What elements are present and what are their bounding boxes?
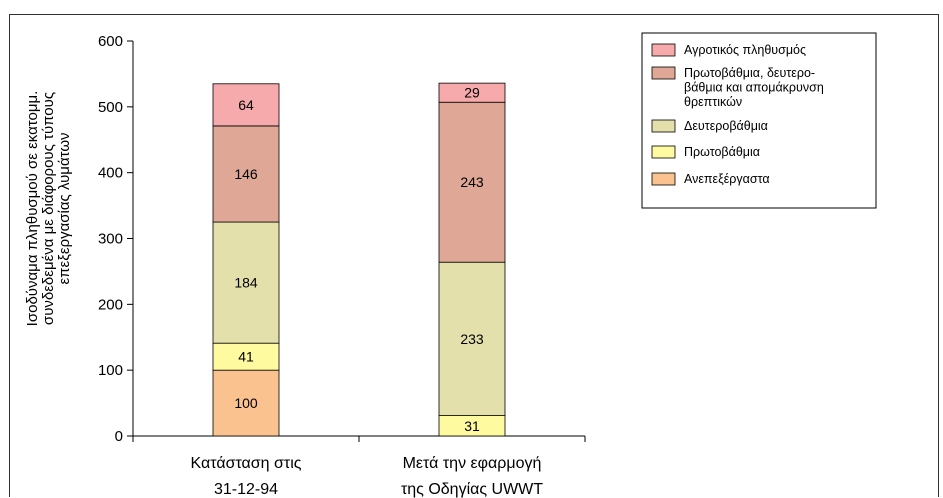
x-category-label: της Οδηγίας UWWT	[401, 481, 543, 498]
y-axis-title-line: Ισοδύναμα πληθυσμού σε εκατομμ.	[24, 91, 41, 327]
bar-segment	[212, 369, 280, 437]
legend-swatch	[651, 145, 676, 159]
y-axis-title-line: συνδεδεμένα με διάφορους τύπους	[40, 92, 57, 325]
legend-box	[641, 32, 877, 209]
legend-swatch	[651, 172, 676, 186]
y-tick-label: 400	[98, 165, 123, 182]
bar-value-label: 184	[234, 275, 258, 291]
stacked-bar-chart: 0 100 200 300 400 500 600 Ισοδύναμα πληθυσμού σ…	[24, 32, 877, 498]
legend-entry-label: Αγροτικός πληθυσμός	[684, 43, 806, 57]
x-category-label: Κατάσταση στις	[191, 455, 302, 472]
chart-frame: 0 100 200 300 400 500 600 Ισοδύναμα πληθυσμού σ…	[9, 14, 939, 498]
bar-value-label: 233	[460, 331, 484, 347]
legend-entry-label: Πρωτοβάθμια	[684, 145, 760, 159]
legend-swatch	[651, 119, 676, 133]
legend-entry-label: Πρωτοβάθμια, δευτερο-	[684, 66, 815, 80]
bar-value-label: 41	[238, 349, 254, 365]
y-tick-label: 200	[98, 296, 123, 313]
bar-value-label: 31	[464, 418, 480, 434]
legend-entry-label: βάθμια και απομάκρυνση	[684, 81, 824, 95]
legend-entry-label: Δευτεροβάθμια	[684, 119, 768, 133]
legend-swatch	[651, 43, 676, 57]
bar-segment	[438, 261, 506, 416]
y-tick-label: 300	[98, 231, 123, 248]
y-tick-label: 500	[98, 99, 123, 116]
y-tick-label: 100	[98, 362, 123, 379]
y-tick-label: 0	[115, 428, 123, 445]
legend-swatch	[651, 66, 676, 80]
bar-value-label: 243	[460, 174, 484, 190]
bar-segment	[438, 82, 506, 103]
bar-value-label: 29	[464, 85, 480, 101]
legend-entry-label: θρεπτικών	[684, 95, 742, 109]
bar-value-label: 146	[234, 166, 258, 182]
x-category-label: Μετά την εφαρμογή	[403, 455, 542, 472]
bar-value-label: 64	[238, 97, 254, 113]
y-tick-label: 600	[98, 33, 123, 50]
bar-segment	[212, 83, 280, 127]
legend-entry-label: Ανεπεξέργαστα	[684, 172, 770, 186]
bar-value-label: 100	[234, 395, 258, 411]
x-category-label: 31-12-94	[214, 481, 278, 498]
y-axis-title-line: επεξεργασίας λυμάτων	[56, 132, 73, 284]
